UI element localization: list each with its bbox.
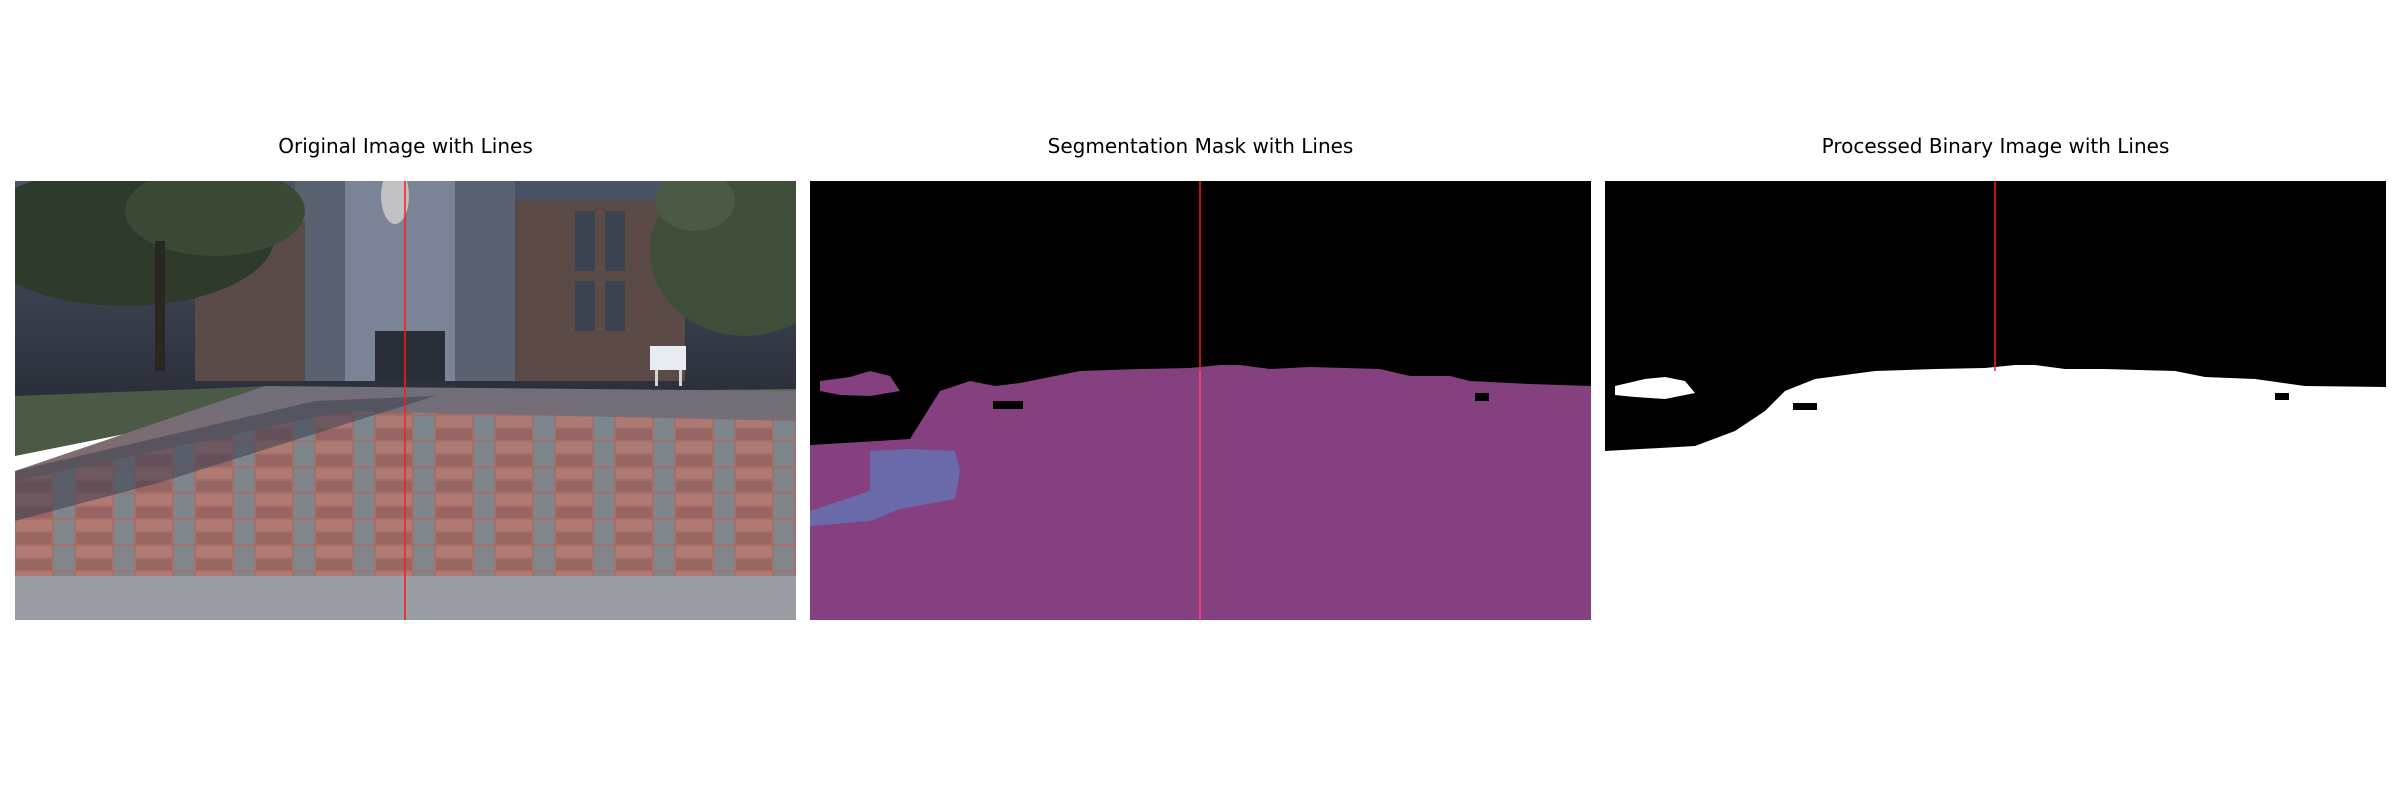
original-photo-scene (15, 181, 796, 620)
segmentation-mask (810, 181, 1591, 620)
original-image (15, 181, 796, 620)
panel-title-binary: Processed Binary Image with Lines (1821, 134, 2170, 158)
binary-image (1605, 181, 2386, 620)
panel-original: Original Image with Lines (15, 0, 796, 800)
panel-title-segmentation: Segmentation Mask with Lines (1047, 134, 1354, 158)
segmentation-mask-graphic (810, 181, 1591, 620)
panel-binary: Processed Binary Image with Lines (1605, 0, 2386, 800)
panel-segmentation: Segmentation Mask with Lines (810, 0, 1591, 800)
binary-mask-graphic (1605, 181, 2386, 620)
panel-title-original: Original Image with Lines (278, 134, 533, 158)
